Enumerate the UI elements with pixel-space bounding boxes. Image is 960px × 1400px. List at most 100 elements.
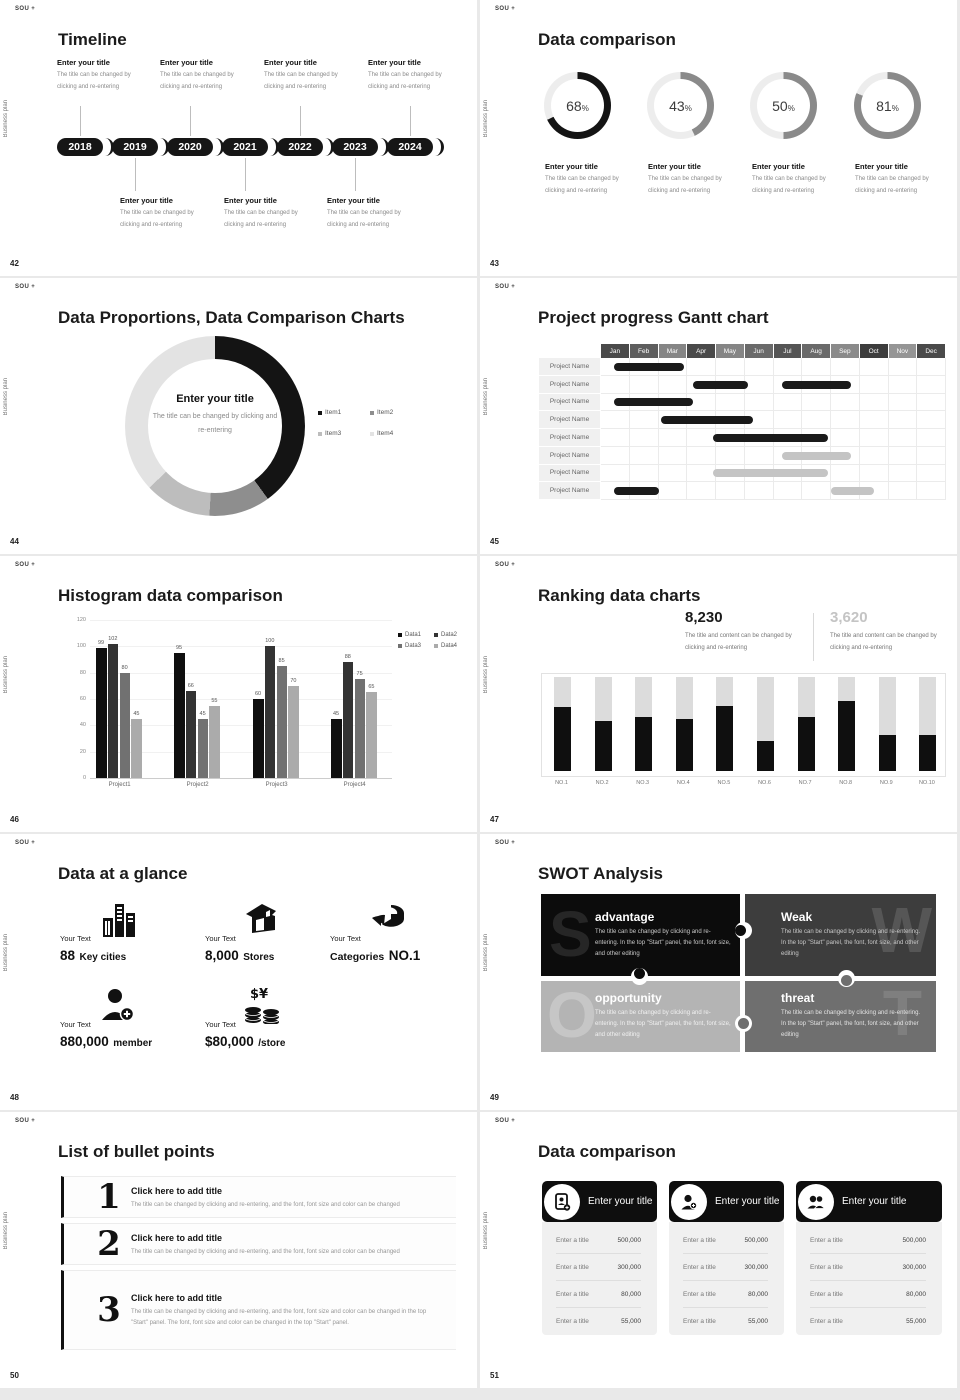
divider	[813, 613, 814, 661]
gantt-cell	[802, 411, 831, 429]
sidebar-label: Business plan	[3, 100, 9, 138]
bar-value-label: 88	[344, 654, 351, 661]
slide-50-bullets[interactable]: SOU + Business plan 50 List of bullet po…	[0, 1112, 477, 1388]
swot-quad-title: Weak	[781, 910, 813, 924]
puzzle-knob	[841, 975, 852, 986]
item-title: Enter your title	[57, 58, 110, 67]
sidebar-label: Business plan	[3, 378, 9, 416]
card-title: Enter your title	[842, 1196, 907, 1207]
donut-caption: Enter your title The title can be change…	[648, 162, 741, 197]
bullet-desc: The title can be changed by clicking and…	[131, 1249, 400, 1255]
stat-label: Your Text	[330, 934, 361, 943]
timeline-year: 2020	[167, 138, 213, 156]
gantt-cell	[917, 429, 946, 447]
item-title: Enter your title	[120, 196, 173, 205]
card-row-value: 500,000	[617, 1236, 642, 1244]
gantt-cell	[601, 411, 630, 429]
slide-title: Timeline	[58, 30, 127, 50]
connector-line	[410, 106, 411, 136]
slide-44-proportions[interactable]: SOU + Business plan 44 Data Proportions,…	[0, 278, 477, 554]
timeline-item: Enter your title The title can be change…	[120, 196, 215, 231]
gantt-cell	[888, 482, 918, 500]
slide-49-swot[interactable]: SOU + Business plan 49 SWOT Analysis S a…	[480, 834, 957, 1110]
gantt-cell	[859, 393, 889, 412]
progress-value: 68%	[566, 97, 589, 114]
timeline-year: 2021	[222, 138, 268, 156]
puzzle-knob	[735, 925, 746, 936]
slide-title: List of bullet points	[58, 1142, 215, 1162]
card-row-value: 500,000	[902, 1236, 927, 1244]
page-number: 45	[490, 537, 499, 546]
gantt-cell	[601, 446, 630, 465]
ranking-fill	[838, 700, 856, 771]
swot-letter: O	[547, 981, 597, 1051]
gantt-cell	[831, 393, 860, 412]
caption-desc: The title can be changed by clicking and…	[752, 176, 826, 194]
legend-swatch	[370, 431, 374, 436]
slide-48-glance[interactable]: SOU + Business plan 48 Data at a glance …	[0, 834, 477, 1110]
card-header: Enter your title	[796, 1181, 942, 1222]
slide-42-timeline[interactable]: SOU + Business plan 42 Timeline Enter yo…	[0, 0, 477, 276]
histogram-bar	[131, 718, 142, 778]
connector-line	[355, 158, 356, 191]
slide-46-histogram[interactable]: SOU + Business plan 46 Histogram data co…	[0, 556, 477, 832]
legend-item: Item1	[318, 409, 370, 416]
sidebar-label: Business plan	[483, 1212, 489, 1250]
gantt-cell	[687, 429, 716, 447]
card-row-value: 55,000	[748, 1317, 768, 1325]
gantt-month-header: Jan Feb Mar Apr May Jun Jul Aug Sep Oct Nov Dec	[601, 344, 946, 358]
page-number: 44	[10, 537, 19, 546]
card-row-label: Enter a title	[683, 1236, 716, 1244]
y-axis-label: 20	[79, 748, 86, 755]
slide-51-cards[interactable]: SOU + Business plan 51 Data comparison E…	[480, 1112, 957, 1388]
page-number: 42	[10, 259, 19, 268]
gantt-month: Aug	[802, 344, 831, 358]
page-number: 50	[10, 1371, 19, 1380]
gantt-cell	[744, 446, 774, 465]
progress-ring	[647, 72, 714, 139]
card-row-value: 500,000	[744, 1236, 769, 1244]
stat-unit: Categories	[330, 951, 385, 963]
svg-text:$¥: $¥	[250, 987, 268, 1002]
timeline-year: 2018	[57, 138, 103, 156]
stat-value: 8,230	[685, 609, 723, 626]
gantt-cells	[601, 411, 946, 429]
gantt-cell	[687, 358, 716, 376]
gantt-cell	[716, 393, 745, 412]
ranking-fill	[675, 719, 693, 771]
gantt-cell	[629, 375, 659, 394]
page-number: 47	[490, 815, 499, 824]
card-row: Enter a title 80,000	[810, 1281, 926, 1308]
gantt-row: Project Name	[539, 375, 946, 394]
histogram-bar	[253, 699, 264, 778]
gantt-cell	[917, 446, 946, 465]
stat-label: Your Text	[60, 934, 91, 943]
ranking-chart	[541, 673, 946, 777]
gantt-cell	[601, 464, 630, 483]
gantt-cell	[859, 411, 889, 429]
puzzle-knob	[634, 968, 645, 979]
bullet-title: Click here to add title	[131, 1186, 223, 1196]
connector-line	[300, 106, 301, 136]
swot-quad-title: advantage	[595, 910, 655, 924]
slide-45-gantt[interactable]: SOU + Business plan 45 Project progress …	[480, 278, 957, 554]
stat-value: NO.1	[388, 948, 421, 963]
gantt-row: Project Name	[539, 464, 946, 483]
bullet-number: 3	[97, 1290, 121, 1330]
gantt-cell	[802, 429, 831, 447]
item-title: Enter your title	[224, 196, 277, 205]
card-row-value: 55,000	[621, 1317, 641, 1325]
stat-unit: Stores	[243, 952, 275, 963]
slide-43-data-comparison[interactable]: SOU + Business plan 43 Data comparison 6…	[480, 0, 957, 276]
slide-47-ranking[interactable]: SOU + Business plan 47 Ranking data char…	[480, 556, 957, 832]
item-desc: The title can be changed by clicking and…	[224, 210, 298, 228]
donut-caption: Enter your title The title can be change…	[752, 162, 845, 197]
connector-line	[190, 106, 191, 136]
gantt-cell	[888, 429, 918, 447]
gantt-cell	[629, 464, 659, 483]
gantt-cell	[831, 375, 860, 394]
swot-opportunity: O opportunity The title can be changed b…	[541, 981, 740, 1052]
x-axis-label: NO.6	[758, 780, 771, 786]
ranking-column	[675, 677, 693, 771]
swot-quad-desc: The title can be changed by clicking and…	[781, 929, 921, 957]
